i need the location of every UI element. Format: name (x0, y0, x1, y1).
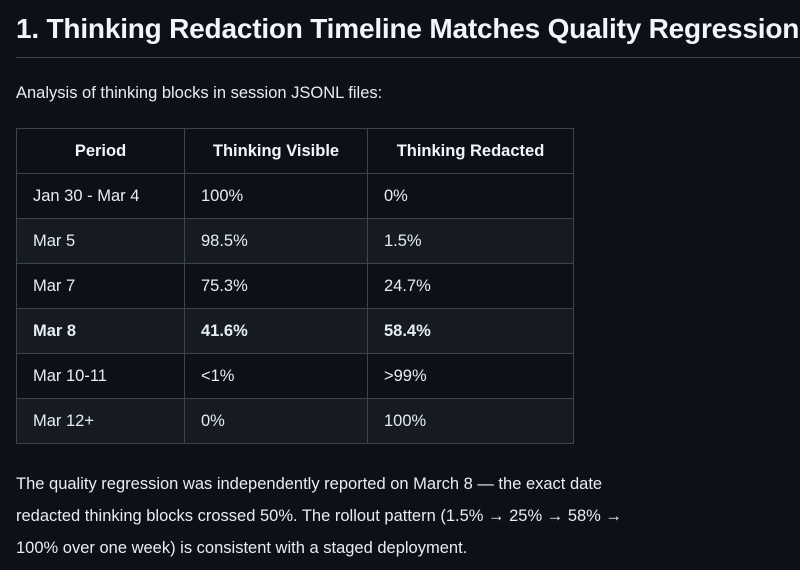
cell-visible: 0% (184, 398, 368, 444)
cell-period: Mar 12+ (16, 398, 185, 444)
cell-visible: <1% (184, 353, 368, 399)
cell-period: Mar 8 (16, 308, 185, 354)
cell-redacted: 1.5% (367, 218, 574, 264)
table-row: Mar 12+ 0% 100% (16, 398, 574, 444)
cell-period: Jan 30 - Mar 4 (16, 173, 185, 219)
cell-visible: 75.3% (184, 263, 368, 309)
note-line: The quality regression was independently… (16, 475, 603, 493)
cell-period: Mar 5 (16, 218, 185, 264)
column-header-visible: Thinking Visible (184, 128, 368, 174)
cell-visible: 98.5% (184, 218, 368, 264)
table-row-highlighted: Mar 8 41.6% 58.4% (16, 308, 574, 354)
table-row: Mar 7 75.3% 24.7% (16, 263, 574, 309)
cell-redacted: >99% (367, 353, 574, 399)
cell-redacted: 58.4% (367, 308, 574, 354)
cell-visible: 100% (184, 173, 368, 219)
redaction-timeline-table: Period Thinking Visible Thinking Redacte… (16, 128, 574, 444)
page-title: 1. Thinking Redaction Timeline Matches Q… (16, 12, 800, 58)
intro-text: Analysis of thinking blocks in session J… (16, 84, 383, 102)
table-row: Mar 10-11 <1% >99% (16, 353, 574, 399)
column-header-redacted: Thinking Redacted (367, 128, 574, 174)
column-header-period: Period (16, 128, 185, 174)
table-row: Jan 30 - Mar 4 100% 0% (16, 173, 574, 219)
note-line: redacted thinking blocks crossed 50%. Th… (16, 507, 622, 525)
cell-redacted: 24.7% (367, 263, 574, 309)
table-header-row: Period Thinking Visible Thinking Redacte… (16, 128, 574, 174)
note-line: 100% over one week) is consistent with a… (16, 539, 468, 557)
cell-period: Mar 10-11 (16, 353, 185, 399)
cell-visible: 41.6% (184, 308, 368, 354)
table-row: Mar 5 98.5% 1.5% (16, 218, 574, 264)
cell-redacted: 100% (367, 398, 574, 444)
note-text: The quality regression was independently… (16, 468, 800, 564)
cell-redacted: 0% (367, 173, 574, 219)
cell-period: Mar 7 (16, 263, 185, 309)
